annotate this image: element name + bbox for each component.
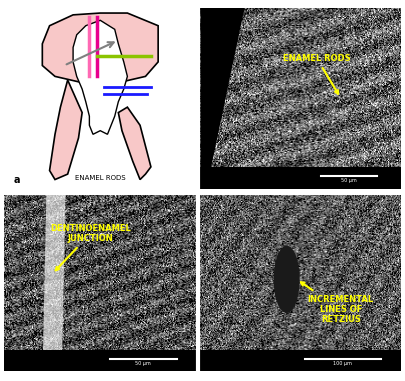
Text: a: a bbox=[13, 175, 20, 185]
Bar bbox=[200, 350, 401, 371]
Ellipse shape bbox=[274, 246, 300, 313]
Text: INCREMENTAL
LINES OF
RETZIUS: INCREMENTAL LINES OF RETZIUS bbox=[301, 282, 374, 324]
Text: 50 μm: 50 μm bbox=[341, 178, 357, 183]
Text: ENAMEL RODS: ENAMEL RODS bbox=[283, 54, 351, 94]
Bar bbox=[200, 167, 401, 189]
Text: c: c bbox=[8, 354, 14, 364]
Polygon shape bbox=[73, 20, 128, 134]
Text: b: b bbox=[205, 171, 211, 181]
Text: ENAMEL RODS: ENAMEL RODS bbox=[75, 175, 126, 181]
Bar bbox=[4, 350, 196, 371]
Text: 50 μm: 50 μm bbox=[135, 361, 150, 366]
Text: d: d bbox=[205, 354, 211, 364]
Polygon shape bbox=[43, 194, 66, 371]
Polygon shape bbox=[43, 13, 158, 82]
Polygon shape bbox=[200, 8, 245, 179]
Polygon shape bbox=[118, 107, 151, 179]
Text: DENTINOENAMEL
JUNCTION: DENTINOENAMEL JUNCTION bbox=[50, 224, 131, 270]
Polygon shape bbox=[49, 80, 82, 179]
Text: 100 μm: 100 μm bbox=[333, 361, 352, 366]
